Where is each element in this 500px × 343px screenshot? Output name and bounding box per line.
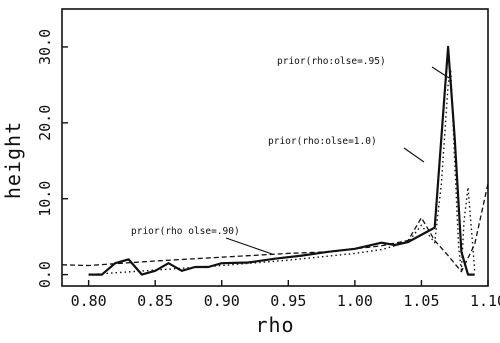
y-tick-label: 30.0 (36, 29, 54, 65)
series-annotation: prior(rho:olse=1.0) (268, 136, 377, 147)
data-point (421, 217, 422, 218)
y-tick-label: 0.0 (36, 261, 54, 288)
x-tick-label: 0.90 (204, 292, 240, 310)
plot-frame (61, 8, 489, 287)
data-point (288, 260, 289, 261)
x-tick-label: 0.95 (270, 292, 306, 310)
x-tick-label: 0.85 (137, 292, 173, 310)
series-layer (62, 45, 488, 276)
annotation-layer: prior(rho:olse=.95) prior(rho:olse=1.0) pr… (131, 56, 450, 255)
data-point (471, 236, 472, 237)
y-tick-label: 20.0 (36, 105, 54, 141)
x-tick-label: 1.00 (337, 292, 373, 310)
series-annotation: prior(rho olse=.90) (131, 226, 240, 237)
x-tick-label: 0.80 (71, 292, 107, 310)
series-line-dotted (88, 69, 476, 276)
data-point (467, 187, 468, 188)
annotation-leader-line (403, 147, 425, 163)
x-tick-label: 1.05 (403, 292, 439, 310)
series-line-solid (88, 45, 475, 276)
series-annotation: prior(rho:olse=.95) (277, 56, 386, 67)
annotation-leader-line (225, 237, 273, 255)
y-axis: 0.0 10.0 20.0 30.0 (36, 29, 68, 288)
x-tick-label: 1.10 (470, 292, 500, 310)
y-axis-label: height (1, 121, 25, 199)
data-point (221, 265, 222, 266)
series-line-dashed (62, 183, 488, 273)
y-tick-label: 10.0 (36, 181, 54, 217)
x-axis-label: rho (255, 313, 294, 337)
annotation-leader-line (431, 66, 450, 79)
x-axis: 0.80 0.85 0.90 0.95 1.00 1.05 1.10 (71, 280, 500, 310)
